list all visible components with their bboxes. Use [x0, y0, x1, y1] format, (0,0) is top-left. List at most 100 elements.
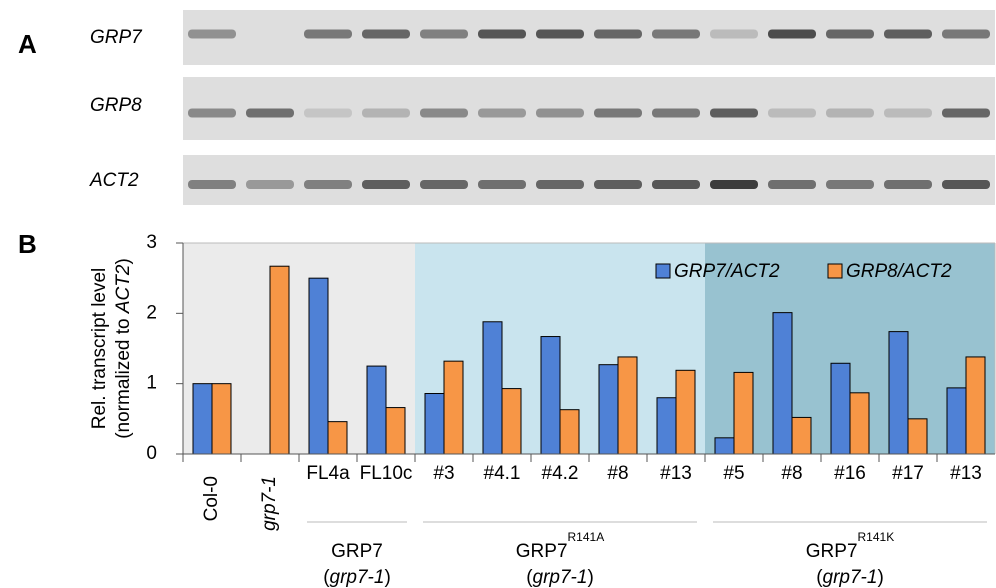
bar	[831, 363, 850, 454]
group-name: GRP7	[331, 541, 383, 562]
gel-band	[884, 180, 932, 189]
y-tick-label: 3	[146, 232, 157, 253]
gel-band	[304, 109, 352, 118]
x-tick-label: #3	[433, 463, 454, 484]
bar	[502, 389, 521, 454]
bar	[425, 394, 444, 454]
x-tick-label: #13	[950, 463, 982, 484]
group-superscript: R141K	[858, 530, 895, 544]
y-tick-label: 2	[146, 302, 157, 323]
gel-band	[826, 109, 874, 118]
gel-band	[710, 109, 758, 118]
gel-band	[826, 180, 874, 189]
gel-band	[246, 180, 294, 189]
gel-band	[594, 180, 642, 189]
x-tick-label: grp7-1	[259, 476, 280, 531]
group-genotype: (grp7-1)	[816, 567, 884, 588]
gel-label: ACT2	[89, 170, 139, 191]
gel-band	[478, 30, 526, 39]
gel-band	[536, 180, 584, 189]
bar	[560, 410, 579, 454]
x-tick-label: FL10c	[360, 463, 413, 484]
bar	[212, 384, 231, 454]
gel-band	[884, 30, 932, 39]
bar	[715, 438, 734, 454]
gel-band	[942, 180, 990, 189]
bar	[966, 357, 985, 454]
genotype-part: )	[877, 567, 883, 588]
x-tick-label: #5	[723, 463, 744, 484]
y-tick-label: 0	[146, 443, 157, 464]
gel-band	[594, 109, 642, 118]
genotype-part: grp7-1	[330, 567, 385, 588]
genotype-part: )	[587, 567, 593, 588]
gel-band	[478, 109, 526, 118]
gel-band	[942, 30, 990, 39]
bar	[309, 278, 328, 454]
gel-band	[304, 30, 352, 39]
group-label: GRP7R141K	[806, 530, 894, 562]
gel-label: GRP7	[90, 27, 143, 48]
gel-band	[362, 109, 410, 118]
group-label: GRP7	[331, 541, 383, 562]
x-tick-label: #8	[781, 463, 802, 484]
bar	[618, 357, 637, 454]
legend-swatch	[656, 264, 670, 278]
bar	[734, 372, 753, 454]
gel-band	[826, 30, 874, 39]
y-tick-label: 1	[146, 373, 157, 394]
y-axis-label: Rel. transcript level	[89, 268, 110, 430]
bar	[908, 419, 927, 454]
bar	[444, 361, 463, 454]
gel-band	[942, 109, 990, 118]
group-genotype: (grp7-1)	[323, 567, 391, 588]
x-tick-label: #13	[660, 463, 692, 484]
gel-band	[478, 180, 526, 189]
x-tick-label: #16	[834, 463, 866, 484]
legend-label: GRP7/ACT2	[674, 261, 780, 282]
bar	[676, 370, 695, 454]
panel-label: A	[18, 29, 37, 59]
bar	[792, 417, 811, 454]
bar	[541, 337, 560, 454]
gel-band	[652, 109, 700, 118]
y-axis-label-part: )	[113, 258, 134, 264]
group-genotype: (grp7-1)	[526, 567, 594, 588]
bar	[386, 408, 405, 454]
bar	[850, 393, 869, 454]
gel-band	[536, 109, 584, 118]
panel-label: B	[18, 229, 37, 259]
gel-band	[420, 109, 468, 118]
gel-band	[246, 109, 294, 118]
bar	[193, 384, 212, 454]
gel-band	[188, 109, 236, 118]
x-tick-label: #17	[892, 463, 924, 484]
bar	[657, 398, 676, 454]
gel-band	[710, 30, 758, 39]
group-superscript: R141A	[568, 530, 605, 544]
gel-lane	[183, 155, 995, 205]
y-axis-label-part: ACT2	[113, 264, 134, 314]
gel-band	[536, 30, 584, 39]
bar	[599, 365, 618, 454]
gel-band	[420, 30, 468, 39]
genotype-part: )	[384, 567, 390, 588]
group-name: GRP7	[806, 541, 858, 562]
x-tick-label: #4.2	[542, 463, 579, 484]
gel-band	[768, 30, 816, 39]
gel-band	[768, 109, 816, 118]
gel-band	[768, 180, 816, 189]
x-tick-label: #4.1	[484, 463, 521, 484]
legend-label: GRP8/ACT2	[846, 261, 952, 282]
gel-band	[710, 180, 758, 189]
gel-band	[188, 180, 236, 189]
bar	[328, 422, 347, 454]
x-tick-label: #8	[607, 463, 628, 484]
bar	[947, 388, 966, 454]
figure: A B GRP7 GRP8 ACT2 0123Rel. transcript l…	[0, 0, 996, 588]
gel-band	[652, 180, 700, 189]
bar	[483, 322, 502, 454]
bar	[367, 366, 386, 454]
gel-band	[188, 30, 236, 39]
gel-band	[362, 180, 410, 189]
